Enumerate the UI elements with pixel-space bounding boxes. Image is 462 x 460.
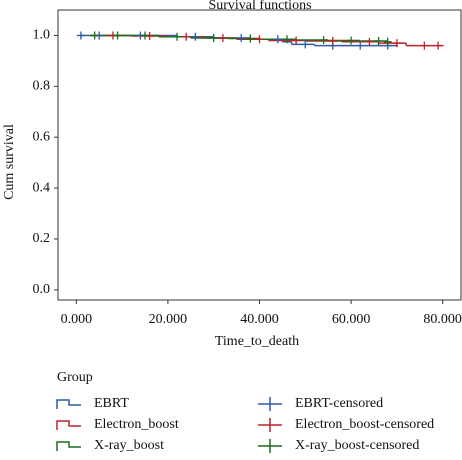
censor-mark [76, 31, 85, 40]
y-axis-label: Cum survival [2, 124, 17, 200]
x-tick-label: 0.000 [61, 312, 93, 327]
censor-mark [90, 31, 99, 40]
legend-label: EBRT [94, 396, 129, 411]
legend-label: Electron_boost-censored [295, 417, 434, 432]
censor-mark [255, 35, 264, 44]
censor-mark [374, 37, 383, 46]
censor-mark [420, 41, 429, 50]
censor-mark [392, 39, 401, 48]
legend-icon [56, 399, 81, 409]
legend-label: EBRT-censored [295, 396, 383, 411]
plot-frame [57, 9, 462, 301]
censor-mark [365, 37, 374, 46]
censor-mark [434, 41, 443, 50]
censor-mark [282, 35, 291, 44]
censor-mark [347, 36, 356, 45]
legend-icon [258, 397, 282, 411]
y-tick-label: 0.2 [33, 231, 51, 246]
y-tick-label: 0.6 [33, 129, 51, 144]
censor-mark [319, 36, 328, 45]
censor-mark [356, 41, 365, 50]
legend-icon [258, 439, 282, 453]
censor-mark [173, 32, 182, 41]
legend-title: Group [57, 370, 93, 385]
censor-mark [246, 34, 255, 43]
censor-mark [383, 37, 392, 46]
censor-mark [209, 33, 218, 42]
legend-label: X-ray_boost-censored [295, 438, 419, 453]
censor-mark [301, 40, 310, 49]
y-tick-label: 1.0 [33, 28, 51, 43]
y-tick-label: 0.0 [33, 282, 51, 297]
censor-mark [237, 33, 246, 42]
x-tick-label: 60.000 [332, 312, 371, 327]
censor-mark [141, 31, 150, 40]
censor-mark [292, 36, 301, 45]
x-tick-label: 20.000 [149, 312, 188, 327]
censor-mark [328, 37, 337, 46]
legend-label: Electron_boost [94, 417, 179, 432]
legend-icon [56, 441, 81, 451]
y-tick-label: 0.4 [33, 180, 51, 195]
censor-mark [113, 31, 122, 40]
legend-icon [258, 418, 282, 432]
chart-title: Survival functions [208, 0, 311, 13]
censor-mark [273, 35, 282, 44]
x-axis-label: Time_to_death [215, 334, 299, 349]
y-tick-label: 0.8 [33, 79, 51, 94]
legend-label: X-ray_boost [94, 438, 164, 453]
x-tick-label: 80.000 [423, 312, 462, 327]
legend-icon [56, 420, 81, 430]
censor-mark [191, 32, 200, 41]
censor-mark [182, 32, 191, 41]
x-tick-label: 40.000 [240, 312, 279, 327]
censor-mark [218, 33, 227, 42]
